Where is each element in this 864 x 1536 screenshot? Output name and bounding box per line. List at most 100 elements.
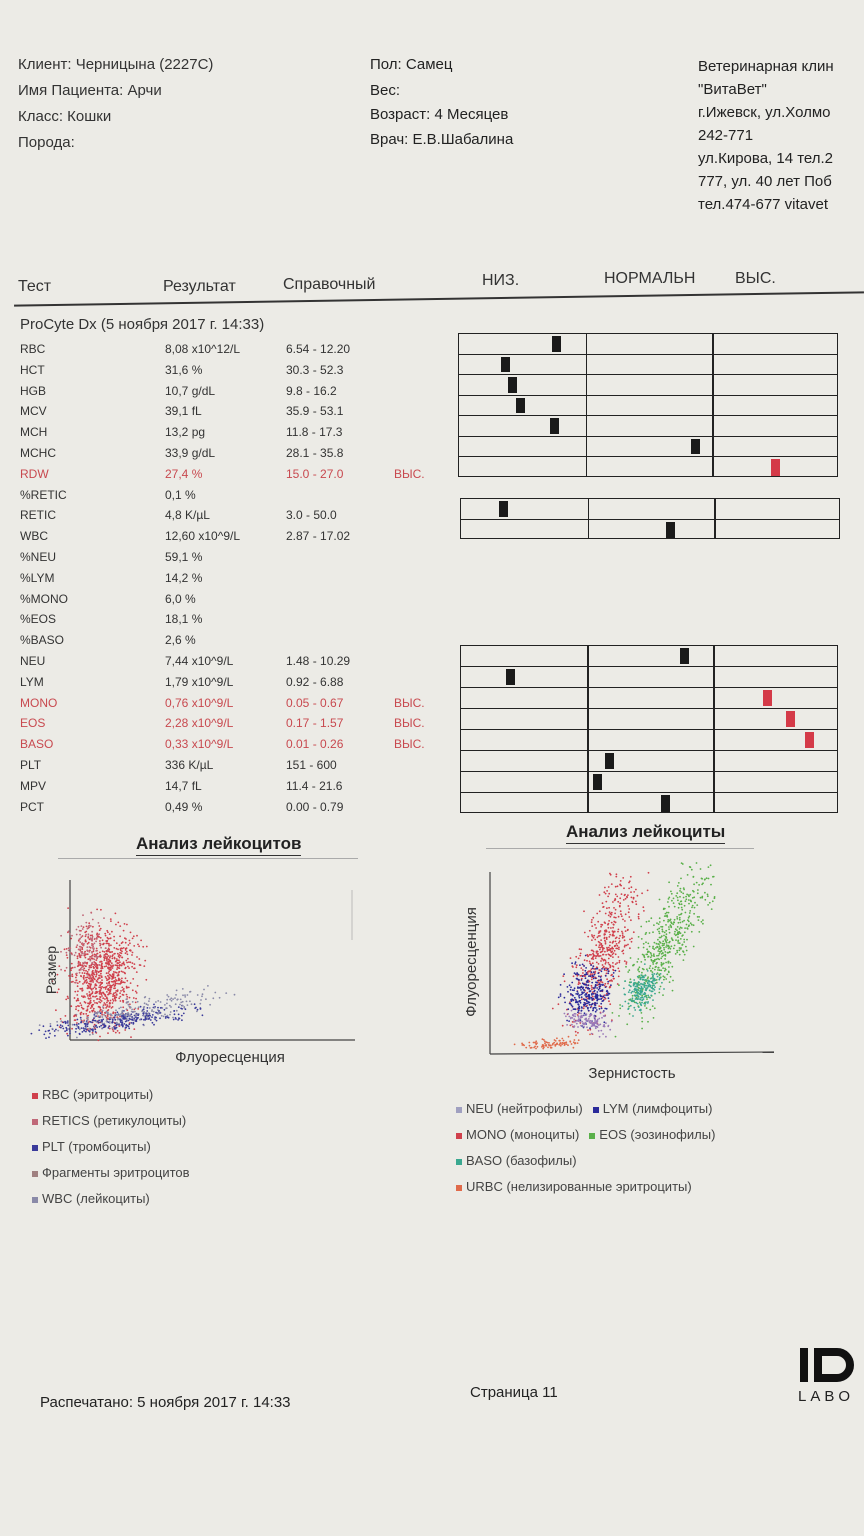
scatter-point (613, 916, 616, 919)
scatter-point (609, 1028, 612, 1031)
scatter-point (65, 998, 68, 1001)
scatter-point (145, 945, 148, 948)
scatter-point (101, 1027, 103, 1030)
scatter-point (599, 955, 602, 957)
scatter-point (610, 955, 612, 957)
scatter-point (628, 887, 630, 890)
scatter-point (648, 980, 651, 983)
scatter-point (670, 890, 672, 893)
scatter-point (597, 935, 600, 937)
test-result: 2,6 % (165, 633, 196, 648)
scatter-point (129, 1018, 131, 1021)
scatter-point (587, 955, 590, 957)
scatter-point (97, 1016, 100, 1018)
scatter-point (658, 969, 661, 972)
scatter-point (596, 987, 598, 989)
scatter-point (606, 948, 609, 950)
scatter-point (629, 985, 632, 987)
scatter-point (105, 985, 108, 988)
scatter-point (583, 965, 585, 967)
scatter-point (594, 1019, 596, 1021)
scatter-point (591, 949, 594, 952)
scatter-point (653, 941, 656, 944)
scatter-point (595, 927, 597, 929)
scatter-point (603, 891, 606, 894)
scatter-point (623, 935, 626, 938)
scatter-point (133, 1018, 136, 1021)
scatter-point (592, 955, 595, 958)
scatter-point (56, 1024, 59, 1027)
scatter-point (84, 935, 87, 938)
scatter-point (676, 896, 679, 899)
scatter-point (612, 940, 615, 943)
test-reference: 28.1 - 35.8 (286, 446, 344, 460)
scatter-point (594, 1027, 597, 1030)
scatter-point (106, 1012, 109, 1015)
scatter-point (117, 978, 120, 981)
scatter-point (663, 915, 666, 917)
scatter-point (541, 1038, 544, 1041)
scatter-point (608, 920, 610, 922)
scatter-point (186, 994, 189, 996)
scatter-point (75, 946, 78, 948)
scatter-point (80, 1027, 83, 1029)
scatter-point (91, 991, 94, 993)
range-bar-row (461, 730, 837, 751)
scatter-point (112, 995, 114, 998)
scatter-point (684, 927, 686, 929)
scatter-point (663, 988, 665, 990)
scatter-point (212, 997, 215, 1000)
scatter-point (178, 1017, 180, 1020)
scatter-point (85, 933, 87, 936)
scatter-point (712, 875, 714, 878)
scatter-point (658, 988, 661, 990)
scatter-point (151, 1009, 153, 1011)
scatter-point (164, 1004, 166, 1006)
scatter-point (588, 1003, 591, 1006)
scatter-point (108, 1005, 111, 1008)
scatter-point (116, 990, 119, 993)
scatter-point (105, 1016, 108, 1019)
scatter-point (650, 917, 653, 920)
scatter-point (562, 1039, 565, 1042)
scatter-point (125, 1018, 128, 1021)
clinic-line: ул.Кирова, 14 тел.2 (698, 150, 834, 167)
scatter-point (67, 947, 70, 950)
scatter-point (126, 923, 128, 926)
legend-item: PLT (тромбоциты) (32, 1134, 190, 1160)
scatter-point (96, 1012, 99, 1015)
scatter-point (654, 968, 656, 971)
scatter-point (602, 1011, 604, 1014)
scatter-point (92, 1030, 94, 1032)
scatter-point (607, 970, 610, 973)
scatter-point (603, 936, 606, 939)
scatter-point (84, 939, 87, 942)
scatter-point (636, 985, 639, 988)
scatter-point (588, 1021, 591, 1024)
scatter-point (174, 997, 176, 999)
scatter-point (689, 922, 692, 925)
scatter-point (655, 973, 658, 976)
scatter-point (587, 1019, 589, 1022)
scatter-point (591, 995, 594, 998)
scatter-point (571, 962, 573, 965)
scatter-point (127, 957, 129, 960)
scatter-point (640, 961, 643, 963)
scatter-point (672, 897, 675, 900)
scatter-point (642, 998, 645, 1000)
scatter-point (582, 989, 585, 991)
scatter-point (561, 1037, 564, 1040)
scatter-point (86, 961, 89, 964)
scatter-point (124, 947, 127, 950)
scatter-point (599, 976, 602, 978)
scatter-point (75, 976, 77, 979)
scatter-point (85, 1020, 88, 1022)
scatter-point (614, 969, 617, 972)
scatter-point (91, 979, 94, 982)
legend-item: LYM (лимфоциты) (592, 1096, 712, 1122)
scatter-point (174, 1003, 177, 1006)
scatter-point (64, 969, 66, 972)
scatter-point (641, 953, 644, 956)
scatter-point (95, 1015, 97, 1017)
chart-left-xlabel: Флуоресценция (175, 1049, 285, 1066)
